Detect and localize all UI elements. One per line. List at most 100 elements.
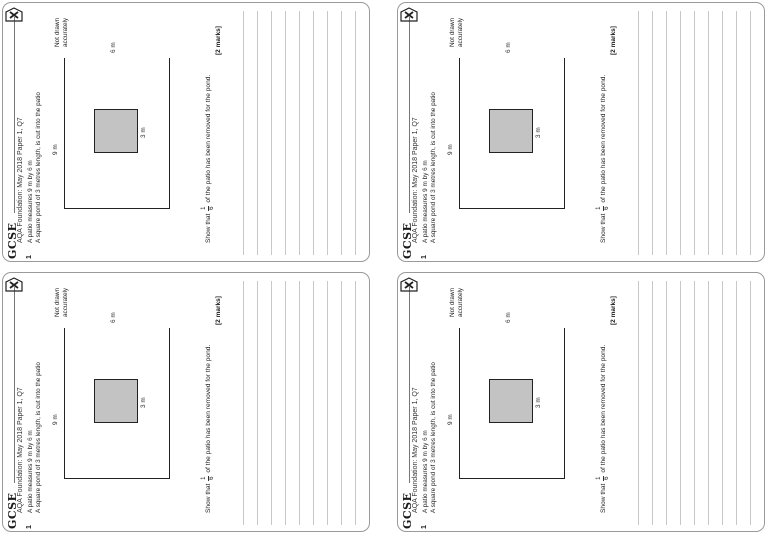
- maths-logo-icon: [400, 7, 418, 22]
- header-divider: [409, 17, 410, 213]
- pond-square: [94, 379, 138, 423]
- question-number: 1: [421, 525, 428, 529]
- answer-line: [666, 11, 667, 255]
- fraction: 1 6: [596, 205, 610, 211]
- answer-lines: [630, 281, 760, 525]
- show-that-rest: of the patio has been removed for the po…: [599, 344, 607, 473]
- marks-label: [2 marks]: [215, 26, 222, 55]
- answer-line: [638, 281, 639, 525]
- fraction-denominator: 6: [208, 476, 215, 480]
- worksheet-card-3: GCSE 1 AQA Foundation: May 2018 Paper 1,…: [2, 272, 370, 532]
- answer-line: [271, 281, 272, 525]
- answer-line: [313, 281, 314, 525]
- show-that-text: Show that: [599, 213, 607, 243]
- card-header: GCSE: [398, 273, 428, 531]
- patio-width-label: 6 m: [110, 42, 117, 53]
- fraction-denominator: 6: [208, 206, 215, 210]
- answer-lines: [235, 281, 365, 525]
- show-that-text: Show that: [599, 483, 607, 513]
- marks-label: [2 marks]: [215, 296, 222, 325]
- worksheet-card-1: GCSE 1 AQA Foundation: May 2018 Paper 1,…: [2, 2, 370, 262]
- question-source: AQA Foundation: May 2018 Paper 1, Q7: [17, 117, 24, 243]
- answer-line: [285, 11, 286, 255]
- pond-square: [489, 109, 533, 153]
- maths-logo-icon: [400, 277, 418, 292]
- answer-line: [285, 281, 286, 525]
- show-that-prompt: Show that 1 6 of the patio has been remo…: [201, 75, 215, 243]
- card-content: GCSE 1 AQA Foundation: May 2018 Paper 1,…: [398, 273, 764, 531]
- patio-height-label: 9 m: [447, 414, 454, 425]
- question-text: A patio measures 9 m by 6 m A square pon…: [27, 92, 43, 243]
- answer-line: [652, 11, 653, 255]
- question-text: A patio measures 9 m by 6 m A square pon…: [422, 92, 438, 243]
- answer-line: [666, 281, 667, 525]
- answer-line: [694, 11, 695, 255]
- answer-line: [708, 281, 709, 525]
- answer-line: [299, 281, 300, 525]
- question-line-2: A square pond of 3 metres length, is cut…: [430, 362, 437, 513]
- answer-line: [341, 281, 342, 525]
- answer-line: [355, 11, 356, 255]
- worksheet-card-2: GCSE 1 AQA Foundation: May 2018 Paper 1,…: [397, 2, 765, 262]
- answer-line: [736, 11, 737, 255]
- patio-height-label: 9 m: [52, 414, 59, 425]
- question-line-1: A patio measures 9 m by 6 m: [27, 430, 34, 513]
- answer-line: [327, 11, 328, 255]
- question-text: A patio measures 9 m by 6 m A square pon…: [27, 362, 43, 513]
- pond-side-label: 3 m: [140, 397, 147, 408]
- pond-side-label: 3 m: [140, 127, 147, 138]
- show-that-prompt: Show that 1 6 of the patio has been remo…: [596, 345, 610, 513]
- question-line-2: A square pond of 3 metres length, is cut…: [35, 362, 42, 513]
- card-header: GCSE: [3, 273, 33, 531]
- answer-line: [708, 11, 709, 255]
- answer-line: [750, 281, 751, 525]
- show-that-text: Show that: [204, 483, 212, 513]
- header-divider: [14, 287, 15, 483]
- patio-height-label: 9 m: [52, 144, 59, 155]
- header-divider: [409, 287, 410, 483]
- answer-line: [722, 11, 723, 255]
- answer-line: [680, 11, 681, 255]
- pond-square: [489, 379, 533, 423]
- answer-line: [722, 281, 723, 525]
- patio-height-label: 9 m: [447, 144, 454, 155]
- card-header: GCSE: [398, 3, 428, 261]
- show-that-prompt: Show that 1 6 of the patio has been remo…: [201, 345, 215, 513]
- show-that-rest: of the patio has been removed for the po…: [599, 74, 607, 203]
- worksheet-card-4: GCSE 1 AQA Foundation: May 2018 Paper 1,…: [397, 272, 765, 532]
- not-drawn-accurately-note: Not drawn accurately: [54, 17, 69, 47]
- patio-width-label: 6 m: [110, 312, 117, 323]
- answer-line: [736, 281, 737, 525]
- patio-width-label: 6 m: [505, 312, 512, 323]
- maths-logo-icon: [5, 7, 23, 22]
- not-drawn-accurately-note: Not drawn accurately: [449, 17, 464, 47]
- show-that-text: Show that: [204, 213, 212, 243]
- answer-line: [257, 281, 258, 525]
- answer-lines: [630, 11, 760, 255]
- fraction: 1 6: [596, 475, 610, 481]
- question-line-1: A patio measures 9 m by 6 m: [422, 160, 429, 243]
- question-source: AQA Foundation: May 2018 Paper 1, Q7: [412, 387, 419, 513]
- answer-line: [271, 11, 272, 255]
- show-that-rest: of the patio has been removed for the po…: [204, 344, 212, 473]
- answer-line: [313, 11, 314, 255]
- answer-line: [680, 281, 681, 525]
- show-that-prompt: Show that 1 6 of the patio has been remo…: [596, 75, 610, 243]
- answer-line: [299, 11, 300, 255]
- question-line-2: A square pond of 3 metres length, is cut…: [35, 92, 42, 243]
- card-content: GCSE 1 AQA Foundation: May 2018 Paper 1,…: [398, 3, 764, 261]
- marks-label: [2 marks]: [610, 26, 617, 55]
- marks-label: [2 marks]: [610, 296, 617, 325]
- patio-width-label: 6 m: [505, 42, 512, 53]
- question-line-2: A square pond of 3 metres length, is cut…: [430, 92, 437, 243]
- not-drawn-accurately-note: Not drawn accurately: [54, 287, 69, 317]
- question-line-1: A patio measures 9 m by 6 m: [422, 430, 429, 513]
- fraction-denominator: 6: [603, 476, 610, 480]
- maths-logo-icon: [5, 277, 23, 292]
- card-content: GCSE 1 AQA Foundation: May 2018 Paper 1,…: [3, 3, 369, 261]
- answer-line: [257, 11, 258, 255]
- answer-line: [638, 11, 639, 255]
- fraction: 1 6: [201, 475, 215, 481]
- show-that-rest: of the patio has been removed for the po…: [204, 74, 212, 203]
- answer-line: [750, 11, 751, 255]
